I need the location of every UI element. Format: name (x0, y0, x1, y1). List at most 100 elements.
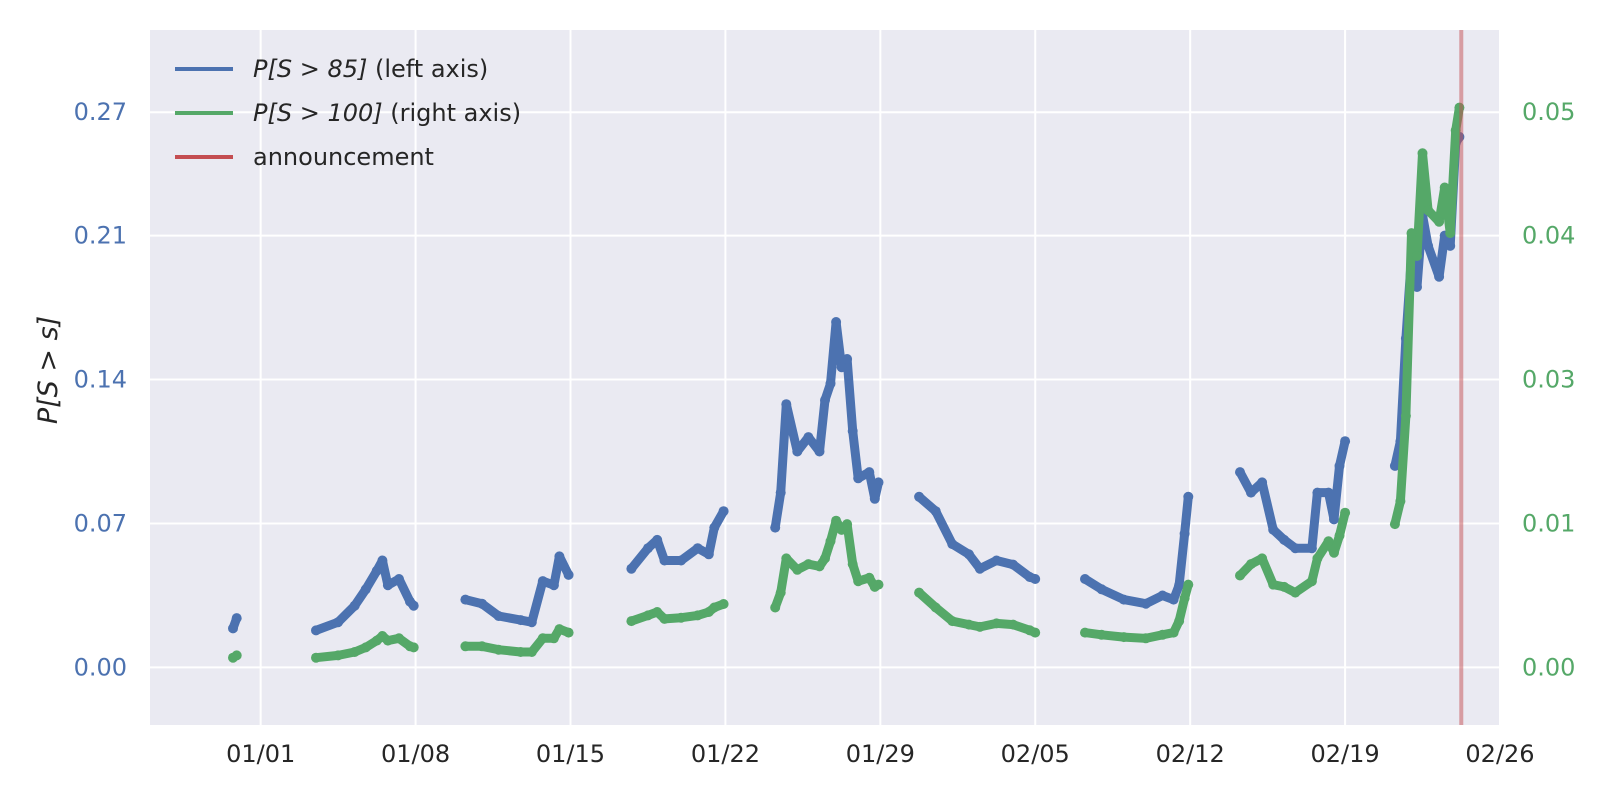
data-point (652, 534, 663, 545)
data-point (770, 602, 781, 613)
legend-label: P[S > 100] (right axis) (253, 99, 521, 127)
data-point (1118, 632, 1129, 643)
data-point (360, 642, 371, 653)
data-point (1235, 467, 1245, 478)
x-tick-label: 02/12 (1156, 740, 1225, 768)
data-point (1312, 487, 1323, 498)
data-point (659, 555, 670, 566)
data-point (974, 621, 985, 632)
data-point (814, 446, 825, 457)
data-point (460, 594, 471, 605)
data-point (1080, 627, 1090, 638)
data-point (770, 522, 781, 533)
data-point (831, 515, 842, 526)
series-layer (228, 102, 1465, 663)
data-point (991, 618, 1002, 629)
data-point (1268, 524, 1279, 535)
data-point (775, 487, 786, 498)
data-point (1179, 528, 1190, 539)
data-point (1450, 125, 1461, 136)
legend-label: announcement (253, 143, 434, 171)
series-line (311, 556, 419, 635)
data-point (947, 539, 958, 550)
data-point (1140, 598, 1151, 609)
data-point (1423, 240, 1434, 251)
data-point (1168, 627, 1179, 638)
data-point (548, 580, 559, 591)
data-point (718, 506, 729, 517)
data-point (676, 612, 687, 623)
data-point (1008, 619, 1019, 630)
left-tick-label: 0.14 (74, 366, 127, 394)
data-point (382, 635, 393, 646)
data-point (842, 354, 853, 364)
data-point (803, 432, 814, 443)
data-point (1412, 282, 1422, 292)
x-tick-label: 01/22 (691, 740, 760, 768)
data-point (228, 623, 238, 634)
data-point (825, 536, 836, 547)
data-point (1329, 547, 1339, 558)
data-point (1412, 251, 1422, 261)
data-point (1174, 580, 1185, 591)
data-point (709, 522, 720, 533)
data-point (1030, 574, 1041, 584)
data-point (643, 610, 653, 621)
data-point (563, 569, 574, 580)
data-point (626, 616, 637, 627)
data-point (1340, 507, 1351, 518)
x-tick-label: 01/08 (381, 740, 450, 768)
data-point (1306, 543, 1317, 554)
data-point (311, 652, 321, 663)
x-tick-label: 02/19 (1310, 740, 1379, 768)
data-point (914, 587, 925, 598)
data-point (1080, 574, 1090, 584)
data-point (792, 446, 803, 457)
data-point (914, 491, 925, 502)
data-point (1334, 530, 1345, 541)
data-point (349, 600, 360, 611)
data-point (548, 633, 559, 644)
x-tick-label: 02/05 (1001, 740, 1070, 768)
data-point (1395, 496, 1406, 507)
data-point (847, 559, 858, 570)
data-point (864, 572, 875, 583)
data-point (831, 317, 842, 327)
data-point (1323, 536, 1334, 547)
data-point (1168, 594, 1179, 605)
data-point (554, 551, 565, 562)
data-point (515, 615, 526, 626)
data-point (1118, 594, 1129, 605)
data-point (703, 549, 714, 560)
data-point (873, 579, 884, 590)
data-point (676, 555, 687, 566)
data-point (1439, 182, 1450, 193)
data-point (377, 555, 388, 566)
data-point (1406, 228, 1417, 239)
data-point (836, 362, 847, 373)
data-point (692, 543, 703, 554)
legend-label: P[S > 85] (left axis) (253, 55, 488, 83)
data-point (652, 607, 663, 617)
left-tick-label: 0.00 (74, 653, 127, 681)
x-tick-label: 02/26 (1465, 740, 1534, 768)
data-point (803, 559, 814, 570)
data-point (864, 467, 875, 478)
data-point (231, 650, 242, 661)
data-point (1279, 581, 1290, 592)
right-tick-label: 0.04 (1522, 222, 1575, 250)
data-point (1096, 629, 1107, 640)
data-point (1157, 629, 1168, 640)
data-point (963, 619, 974, 630)
data-point (820, 553, 830, 564)
right-tick-label: 0.00 (1522, 653, 1575, 681)
data-point (1389, 460, 1400, 471)
right-tick-label: 0.01 (1522, 509, 1575, 537)
right-tick-label: 0.03 (1522, 366, 1575, 394)
data-point (1279, 534, 1290, 545)
data-point (477, 641, 487, 652)
data-point (537, 576, 548, 587)
data-point (1174, 616, 1185, 627)
data-point (231, 613, 242, 624)
data-point (873, 477, 884, 488)
